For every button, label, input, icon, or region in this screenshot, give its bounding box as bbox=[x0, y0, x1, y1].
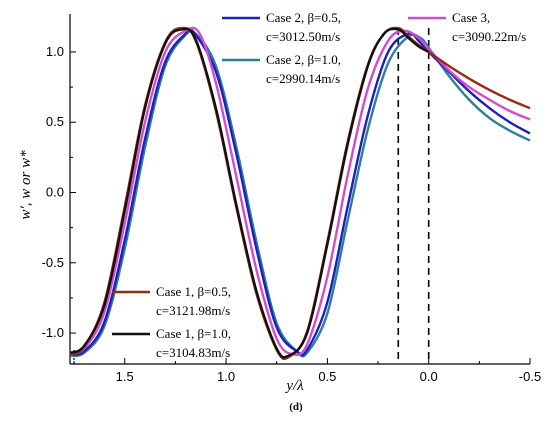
legend-entry-text: Case 2, β=1.0, bbox=[266, 52, 341, 67]
y-tick-label: 0.0 bbox=[46, 185, 64, 200]
legend-entry-text: Case 1, β=1.0, bbox=[156, 326, 231, 341]
panel-label: (d) bbox=[289, 401, 303, 413]
legend-entry-text: Case 3, bbox=[452, 10, 490, 25]
y-tick-label: 0.5 bbox=[46, 114, 64, 129]
y-tick-label: 1.0 bbox=[46, 44, 64, 59]
y-tick-label: -0.5 bbox=[42, 255, 64, 270]
x-tick-label: 1.5 bbox=[116, 369, 134, 384]
ticks: 1.0 0.5 0.0 -0.5 -1.0 1.5 1.0 0.5 0.0 -0.5 bbox=[42, 44, 542, 384]
legend-entry-text: Case 2, β=0.5, bbox=[266, 10, 341, 25]
legend-entry-text: c=3090.22m/s bbox=[452, 29, 526, 44]
series-lines bbox=[69, 26, 531, 361]
series-line-3 bbox=[69, 27, 531, 357]
x-tick-label: 0.0 bbox=[420, 369, 438, 384]
legend-entry-text: c=2990.14m/s bbox=[266, 71, 340, 86]
x-axis-label: y/λ bbox=[284, 378, 304, 394]
x-tick-label: 1.0 bbox=[217, 369, 235, 384]
x-tick-label: -0.5 bbox=[519, 369, 541, 384]
y-axis-label: w′, w or w* bbox=[18, 150, 34, 220]
x-tick-label: 0.5 bbox=[318, 369, 336, 384]
y-tick-label: -1.0 bbox=[42, 325, 64, 340]
legend-entry-text: Case 1, β=0.5, bbox=[156, 284, 231, 299]
legend-entry-text: c=3104.83m/s bbox=[156, 345, 230, 360]
legend-entry-text: c=3121.98m/s bbox=[156, 303, 230, 318]
axes bbox=[69, 14, 530, 365]
legend-entry-text: c=3012.50m/s bbox=[266, 29, 340, 44]
dashed-reference-lines bbox=[73, 28, 430, 364]
legends: Case 2, β=0.5, c=3012.50m/s Case 2, β=1.0,… bbox=[112, 10, 526, 360]
series-line-2 bbox=[69, 27, 430, 359]
